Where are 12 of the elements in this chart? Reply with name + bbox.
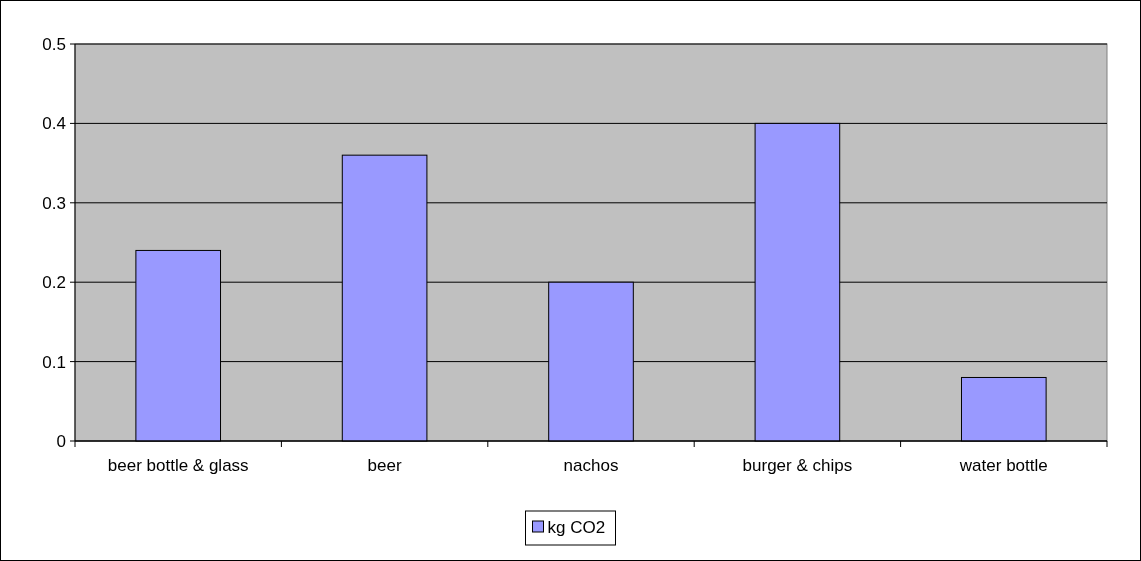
x-tick-label: nachos (563, 456, 619, 475)
y-tick-label: 0.3 (42, 193, 66, 213)
x-tick-label: beer bottle & glass (107, 456, 249, 475)
x-tick-label: beer (367, 456, 402, 475)
y-tick-label: 0.1 (42, 352, 66, 372)
x-tick-label: water bottle (958, 456, 1048, 475)
y-tick-label: 0.4 (42, 114, 66, 134)
x-tick-label: burger & chips (742, 456, 853, 475)
y-tick-label: 0.2 (42, 273, 66, 293)
y-tick-label: 0.5 (42, 34, 66, 54)
legend-label: kg CO2 (547, 517, 606, 537)
y-tick-label: 0 (56, 431, 66, 451)
